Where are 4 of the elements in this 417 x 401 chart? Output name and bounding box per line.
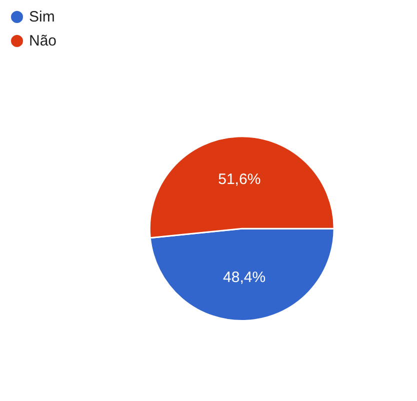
data-label: 51,6% [218,171,261,188]
legend-label: Não [29,32,57,50]
data-label: 48,4% [223,269,266,286]
legend-label: Sim [29,8,55,26]
